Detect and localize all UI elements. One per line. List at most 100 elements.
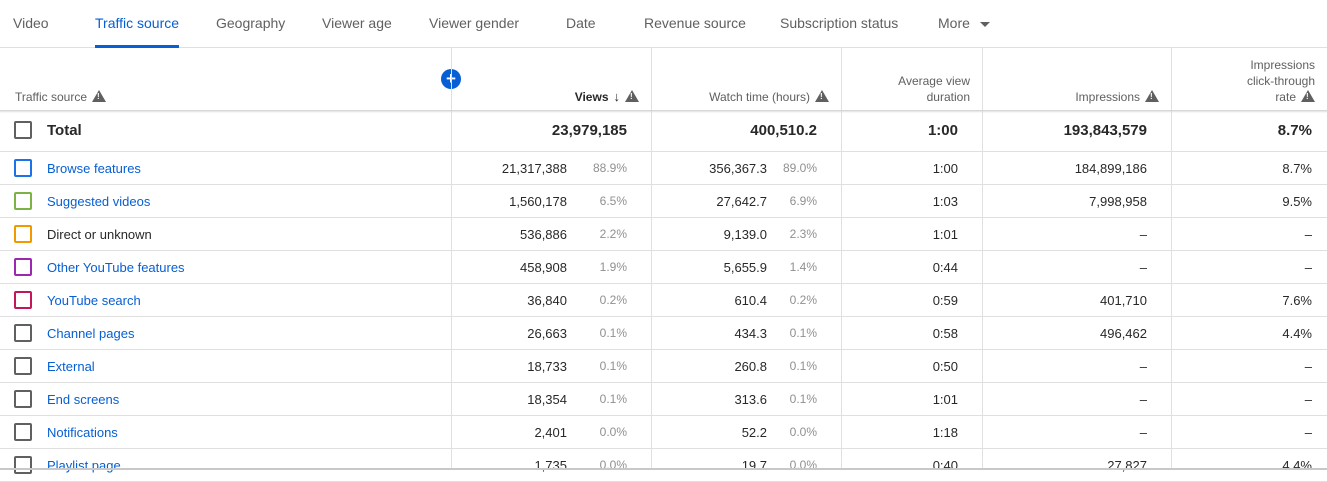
row-checkbox[interactable] xyxy=(14,324,32,342)
row-checkbox[interactable] xyxy=(14,225,32,243)
tab-traffic-source[interactable]: Traffic source xyxy=(95,0,180,48)
row-checkbox[interactable] xyxy=(14,423,32,441)
ctr-value: 9.5% xyxy=(1282,193,1312,209)
tab-date[interactable]: Date xyxy=(566,15,596,31)
table-row: Direct or unknown 536,886 2.2% 9,139.0 2.3% 1… xyxy=(0,218,1327,251)
impressions-value: 496,462 xyxy=(1100,325,1147,341)
total-row: Total 23,979,185 400,510.2 1:00 193,843,… xyxy=(0,110,1327,152)
column-divider xyxy=(841,48,842,470)
column-label-watch-time: Watch time (hours) xyxy=(709,90,810,104)
ctr-value: 7.6% xyxy=(1282,292,1312,308)
traffic-source-name: Direct or unknown xyxy=(47,226,152,242)
column-divider xyxy=(651,48,652,470)
traffic-source-name[interactable]: End screens xyxy=(47,391,120,407)
tab-more-label: More xyxy=(938,15,970,31)
row-checkbox[interactable] xyxy=(14,390,32,408)
watch-time-value: 19.7 xyxy=(741,457,767,473)
avg-duration-value: 1:01 xyxy=(932,391,958,407)
views-value: 18,733 xyxy=(527,358,567,374)
table-row: End screens 18,354 0.1% 313.6 0.1% 1:01 – – xyxy=(0,383,1327,416)
table-row: Other YouTube features 458,908 1.9% 5,655.9… xyxy=(0,251,1327,284)
total-views: 23,979,185 xyxy=(551,122,627,139)
ctr-value: 4.4% xyxy=(1282,325,1312,341)
tab-viewer-age[interactable]: Viewer age xyxy=(322,15,392,31)
table-row: Notifications 2,401 0.0% 52.2 0.0% 1:18 – – xyxy=(0,416,1327,449)
views-percent: 0.1% xyxy=(599,326,627,340)
row-checkbox[interactable] xyxy=(14,192,32,210)
traffic-source-name[interactable]: Other YouTube features xyxy=(47,259,185,275)
impressions-value: 184,899,186 xyxy=(1074,160,1147,176)
column-label-avg-duration-line1: Average view xyxy=(898,74,970,88)
watch-time-percent: 0.1% xyxy=(789,326,817,340)
impressions-value: 27,827 xyxy=(1107,457,1147,473)
warning-icon[interactable] xyxy=(625,90,639,102)
watch-time-percent: 0.1% xyxy=(789,392,817,406)
warning-icon[interactable] xyxy=(1145,90,1159,102)
traffic-source-name[interactable]: YouTube search xyxy=(47,292,141,308)
views-percent: 0.1% xyxy=(599,359,627,373)
avg-duration-value: 1:01 xyxy=(932,226,958,242)
ctr-value: – xyxy=(1304,391,1312,407)
watch-time-percent: 0.2% xyxy=(789,293,817,307)
column-label-traffic-source: Traffic source xyxy=(15,90,88,104)
impressions-value: – xyxy=(1139,259,1147,275)
column-header-impressions-ctr[interactable]: Impressions click-through rate xyxy=(1172,48,1327,112)
sort-descending-icon[interactable]: ↓ xyxy=(613,89,621,104)
watch-time-value: 260.8 xyxy=(734,358,767,374)
column-label-views: Views xyxy=(574,90,609,104)
watch-time-percent: 6.9% xyxy=(789,194,817,208)
tab-geography[interactable]: Geography xyxy=(216,15,286,31)
views-percent: 0.2% xyxy=(599,293,627,307)
column-label-ctr-line1: Impressions xyxy=(1250,58,1315,72)
column-header-impressions[interactable]: Impressions xyxy=(983,48,1171,112)
avg-duration-value: 1:00 xyxy=(932,160,958,176)
impressions-value: 7,998,958 xyxy=(1089,193,1147,209)
views-value: 1,735 xyxy=(534,457,567,473)
views-value: 536,886 xyxy=(520,226,567,242)
column-header-traffic-source: Traffic source xyxy=(0,48,451,112)
row-checkbox[interactable] xyxy=(14,357,32,375)
avg-duration-value: 1:03 xyxy=(932,193,958,209)
table-row: External 18,733 0.1% 260.8 0.1% 0:50 – – xyxy=(0,350,1327,383)
column-header-average-view-duration[interactable]: Average view duration xyxy=(842,48,982,112)
traffic-source-name[interactable]: Channel pages xyxy=(47,325,135,341)
tab-video[interactable]: Video xyxy=(13,15,49,31)
tab-viewer-gender[interactable]: Viewer gender xyxy=(429,15,520,31)
ctr-value: 4.4% xyxy=(1282,457,1312,473)
traffic-source-name[interactable]: Notifications xyxy=(47,424,118,440)
column-header-watch-time[interactable]: Watch time (hours) xyxy=(652,48,841,112)
traffic-source-name[interactable]: External xyxy=(47,358,95,374)
warning-icon[interactable] xyxy=(92,90,107,102)
views-value: 18,354 xyxy=(527,391,567,407)
impressions-value: 401,710 xyxy=(1100,292,1147,308)
impressions-value: – xyxy=(1139,358,1147,374)
views-value: 2,401 xyxy=(534,424,567,440)
views-percent: 0.1% xyxy=(599,392,627,406)
tab-more[interactable]: More xyxy=(938,0,990,47)
column-header-views[interactable]: Views ↓ xyxy=(452,48,651,112)
tab-subscription-status[interactable]: Subscription status xyxy=(780,15,899,31)
impressions-value: – xyxy=(1139,391,1147,407)
watch-time-value: 313.6 xyxy=(734,391,767,407)
column-label-avg-duration-line2: duration xyxy=(926,90,970,104)
row-checkbox[interactable] xyxy=(14,159,32,177)
traffic-source-name[interactable]: Suggested videos xyxy=(47,193,151,209)
warning-icon[interactable] xyxy=(815,90,829,102)
total-checkbox[interactable] xyxy=(14,121,32,139)
watch-time-value: 356,367.3 xyxy=(709,160,767,176)
tab-revenue-source[interactable]: Revenue source xyxy=(644,15,746,31)
traffic-source-name[interactable]: Browse features xyxy=(47,160,141,176)
views-percent: 88.9% xyxy=(592,161,627,175)
watch-time-value: 610.4 xyxy=(734,292,767,308)
warning-icon[interactable] xyxy=(1301,90,1315,102)
traffic-source-name[interactable]: Playlist page xyxy=(47,457,121,473)
table-row: Suggested videos 1,560,178 6.5% 27,642.7 6.9… xyxy=(0,185,1327,218)
table-row: Channel pages 26,663 0.1% 434.3 0.1% 0:58 496,… xyxy=(0,317,1327,350)
row-checkbox[interactable] xyxy=(14,456,32,474)
ctr-value: – xyxy=(1304,259,1312,275)
row-checkbox[interactable] xyxy=(14,258,32,276)
row-checkbox[interactable] xyxy=(14,291,32,309)
column-label-ctr-line2: click-through xyxy=(1246,74,1315,88)
total-avg-duration: 1:00 xyxy=(927,122,958,139)
avg-duration-value: 0:50 xyxy=(932,358,958,374)
